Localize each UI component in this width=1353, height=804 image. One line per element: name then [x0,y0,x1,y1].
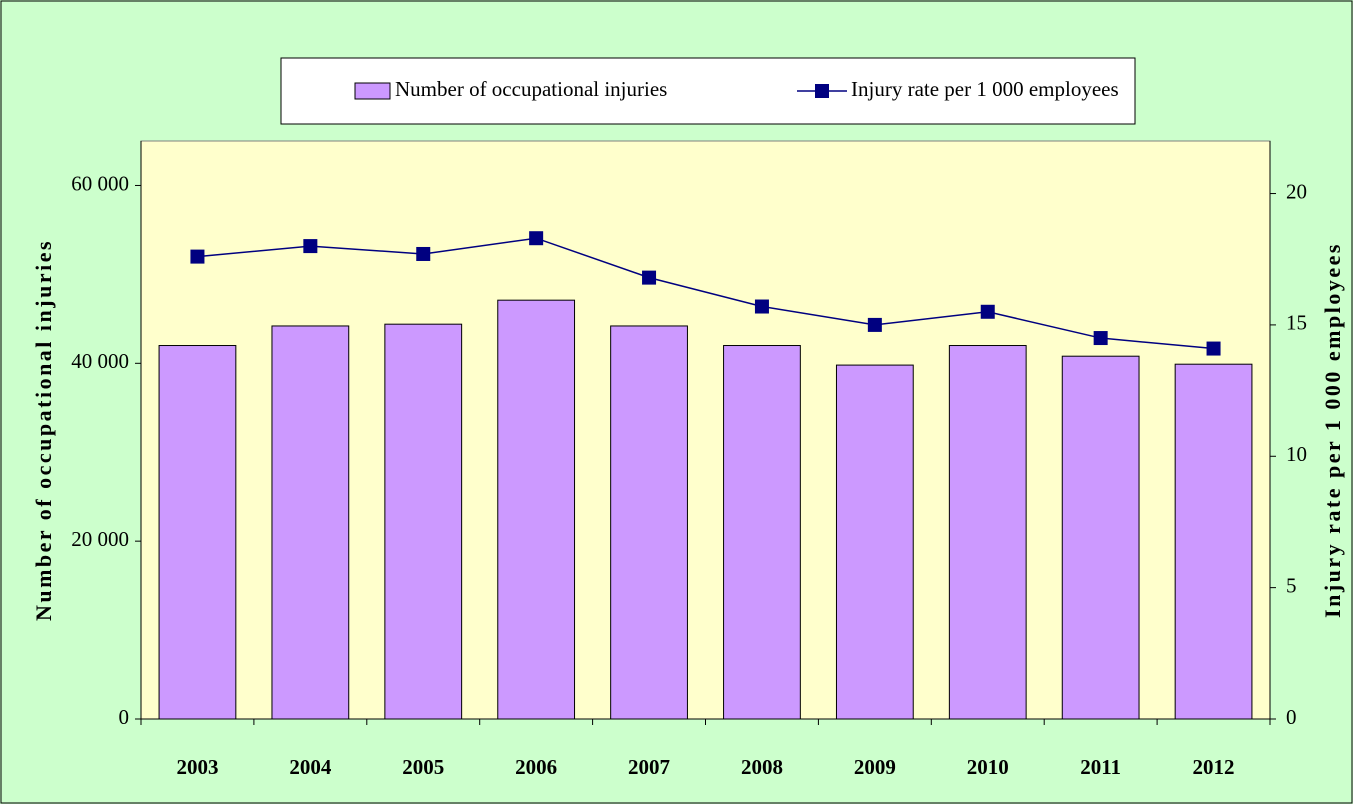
legend-swatch-marker [815,84,829,98]
x-tick-label: 2005 [402,755,444,779]
legend-label: Injury rate per 1 000 employees [851,77,1119,101]
bar [723,345,801,720]
x-tick-label: 2012 [1193,755,1235,779]
y2-tick-label: 10 [1286,442,1307,466]
x-tick-label: 2009 [854,755,896,779]
y-tick-label: 60 000 [71,171,129,195]
x-tick-label: 2004 [289,755,332,779]
legend-box [280,57,1136,125]
bar [1061,355,1140,720]
y-tick-label: 40 000 [71,349,129,373]
bar [497,299,576,720]
line-marker [642,270,657,285]
line-marker [416,246,431,261]
bar [1174,363,1253,720]
y2-tick-label: 20 [1286,179,1307,203]
legend-swatch [354,82,391,100]
x-tick-label: 2006 [515,755,557,779]
line-marker [529,231,544,246]
legend-label: Number of occupational injuries [395,77,667,101]
y2-tick-label: 5 [1286,573,1297,597]
y-tick-label: 20 000 [71,527,129,551]
line-marker [867,317,882,332]
line-marker [190,249,205,264]
x-tick-label: 2010 [967,755,1009,779]
y2-axis-title: Injury rate per 1 000 employees [1320,242,1345,618]
x-tick-label: 2008 [741,755,783,779]
bar [271,325,350,720]
y2-tick-label: 15 [1286,311,1307,335]
x-tick-label: 2011 [1080,755,1121,779]
line-marker [1206,341,1221,356]
y-axis-title: Number of occupational injuries [31,239,56,621]
line-marker [754,299,769,314]
line-marker [303,239,318,254]
x-tick-label: 2003 [176,755,218,779]
x-tick-label: 2007 [628,755,670,779]
line-marker [1093,331,1108,346]
bar [158,345,237,720]
line [197,237,1214,350]
bar [835,364,914,720]
line-marker [980,304,995,319]
bar [384,323,463,720]
bar [610,325,688,720]
bar [948,345,1027,720]
y-tick-label: 0 [119,705,130,729]
y2-tick-label: 0 [1286,705,1297,729]
